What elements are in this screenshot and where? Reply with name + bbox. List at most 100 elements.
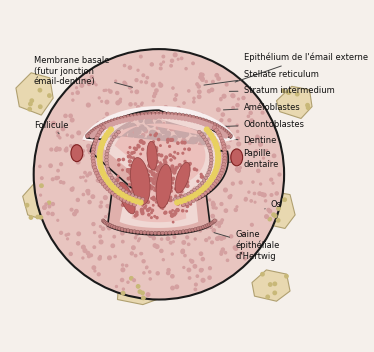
Circle shape: [151, 146, 156, 151]
Circle shape: [158, 157, 162, 161]
Circle shape: [142, 175, 145, 177]
Circle shape: [156, 272, 159, 275]
Circle shape: [52, 202, 54, 206]
Circle shape: [197, 180, 199, 182]
Circle shape: [205, 122, 209, 126]
Circle shape: [156, 177, 159, 180]
Circle shape: [153, 166, 154, 168]
Circle shape: [175, 183, 178, 186]
Polygon shape: [252, 270, 290, 301]
Circle shape: [169, 168, 171, 170]
Circle shape: [136, 179, 138, 181]
Ellipse shape: [156, 164, 172, 208]
Circle shape: [159, 221, 161, 224]
Circle shape: [82, 257, 84, 259]
Circle shape: [155, 115, 159, 118]
Circle shape: [163, 61, 165, 63]
Circle shape: [157, 195, 158, 197]
Circle shape: [153, 174, 155, 176]
Circle shape: [157, 134, 162, 139]
Circle shape: [191, 191, 194, 194]
Circle shape: [183, 139, 186, 142]
Circle shape: [39, 165, 41, 168]
Circle shape: [122, 240, 124, 243]
Circle shape: [182, 210, 184, 212]
Circle shape: [193, 101, 195, 103]
Circle shape: [230, 195, 232, 197]
Circle shape: [139, 119, 142, 122]
Circle shape: [159, 198, 161, 200]
Circle shape: [242, 232, 245, 235]
Circle shape: [160, 166, 162, 168]
Circle shape: [160, 165, 162, 168]
Circle shape: [55, 148, 58, 151]
Circle shape: [133, 157, 135, 159]
Circle shape: [86, 189, 90, 193]
Circle shape: [140, 165, 142, 168]
Circle shape: [70, 208, 73, 211]
Circle shape: [145, 81, 147, 84]
Circle shape: [110, 166, 113, 168]
Circle shape: [97, 171, 100, 174]
Circle shape: [163, 109, 165, 112]
Circle shape: [87, 144, 91, 148]
Circle shape: [208, 137, 211, 140]
Circle shape: [90, 134, 94, 138]
Circle shape: [144, 198, 146, 200]
Circle shape: [156, 148, 161, 153]
Circle shape: [69, 114, 72, 118]
Circle shape: [214, 219, 217, 222]
Circle shape: [153, 185, 157, 188]
Circle shape: [130, 176, 132, 177]
Circle shape: [215, 223, 217, 225]
Circle shape: [85, 180, 87, 182]
Circle shape: [118, 227, 122, 231]
Circle shape: [191, 215, 195, 218]
Circle shape: [105, 89, 107, 91]
Circle shape: [175, 200, 180, 205]
Circle shape: [222, 163, 226, 167]
Circle shape: [163, 189, 166, 192]
Circle shape: [157, 176, 158, 177]
Circle shape: [212, 206, 215, 209]
Circle shape: [148, 164, 151, 167]
Circle shape: [177, 174, 181, 177]
Circle shape: [137, 215, 140, 218]
Circle shape: [152, 181, 155, 184]
Circle shape: [159, 180, 161, 182]
Circle shape: [231, 94, 235, 98]
Circle shape: [137, 202, 140, 206]
Polygon shape: [16, 73, 53, 115]
Circle shape: [190, 190, 193, 194]
Circle shape: [109, 218, 112, 222]
Circle shape: [196, 164, 199, 166]
Circle shape: [158, 112, 160, 114]
Circle shape: [217, 125, 221, 129]
Circle shape: [193, 97, 195, 99]
Circle shape: [94, 139, 98, 143]
Circle shape: [228, 119, 231, 122]
Circle shape: [98, 149, 102, 153]
Circle shape: [186, 199, 189, 202]
Circle shape: [162, 142, 168, 147]
Circle shape: [29, 216, 33, 219]
Circle shape: [196, 128, 200, 132]
Circle shape: [145, 199, 147, 200]
Circle shape: [142, 192, 145, 195]
Circle shape: [223, 136, 225, 138]
Circle shape: [153, 158, 154, 159]
Circle shape: [101, 182, 105, 186]
Circle shape: [197, 195, 199, 197]
Circle shape: [154, 134, 156, 137]
Circle shape: [234, 247, 237, 250]
Circle shape: [139, 238, 141, 240]
Circle shape: [162, 184, 163, 186]
Circle shape: [116, 184, 120, 188]
Circle shape: [181, 183, 183, 185]
Circle shape: [177, 113, 181, 117]
Circle shape: [202, 130, 206, 136]
Circle shape: [150, 130, 156, 136]
Circle shape: [111, 186, 116, 190]
Circle shape: [160, 190, 162, 192]
Circle shape: [92, 128, 96, 132]
